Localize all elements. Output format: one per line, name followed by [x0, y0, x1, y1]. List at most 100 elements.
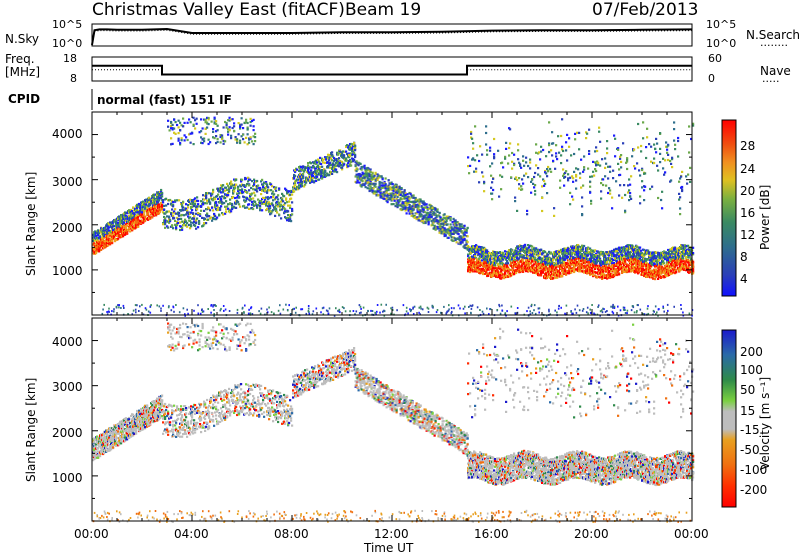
echo-cell	[540, 249, 542, 251]
echo-cell	[354, 149, 356, 151]
echo-cell	[524, 265, 526, 267]
echo-cell	[222, 184, 224, 186]
echo-cell	[415, 205, 417, 207]
echo-cell	[517, 158, 519, 160]
echo-cell	[381, 187, 383, 189]
echo-cell	[488, 252, 490, 254]
echo-cell	[500, 188, 502, 190]
echo-cell	[505, 270, 507, 272]
echo-cell	[287, 210, 289, 212]
echo-cell	[168, 210, 170, 212]
echo-cell	[254, 201, 256, 203]
echo-cell	[269, 207, 271, 209]
echo-cell	[136, 209, 138, 211]
echo-cell	[93, 248, 95, 250]
echo-cell	[206, 200, 208, 202]
echo-cell	[520, 167, 522, 169]
echo-cell	[539, 252, 541, 254]
echo-cell	[408, 210, 410, 212]
echo-cell	[126, 232, 128, 234]
echo-cell	[562, 168, 564, 170]
echo-cell	[526, 213, 528, 215]
echo-cell	[300, 178, 302, 180]
echo-cell	[301, 169, 303, 171]
echo-cell	[548, 151, 550, 153]
echo-cell	[202, 203, 204, 205]
echo-cell	[132, 206, 134, 208]
echo-cell	[189, 227, 191, 229]
echo-cell	[222, 191, 224, 193]
echo-cell	[318, 179, 320, 181]
echo-cell	[178, 199, 180, 201]
echo-cell	[520, 185, 522, 187]
echo-cell	[481, 259, 483, 261]
echo-cell	[539, 158, 541, 160]
echo-cell	[580, 187, 582, 189]
echo-cell	[97, 234, 99, 236]
echo-cell	[114, 240, 116, 242]
echo-cell	[208, 215, 210, 217]
echo-cell	[518, 188, 520, 190]
echo-cell	[248, 208, 250, 210]
echo-cell	[509, 142, 511, 144]
echo-cell	[272, 199, 274, 201]
echo-cell	[470, 252, 472, 254]
echo-cell	[405, 208, 407, 210]
echo-cell	[467, 156, 469, 158]
echo-cell	[405, 194, 407, 196]
echo-cell	[493, 138, 495, 140]
echo-cell	[226, 189, 228, 191]
echo-cell	[547, 271, 549, 273]
echo-cell	[388, 179, 390, 181]
echo-cell	[319, 157, 321, 159]
echo-cell	[339, 162, 341, 164]
echo-cell	[117, 238, 119, 240]
echo-cell	[372, 178, 374, 180]
echo-cell	[399, 200, 401, 202]
echo-cell	[546, 192, 548, 194]
echo-cell	[331, 168, 333, 170]
echo-cell	[338, 165, 340, 167]
echo-cell	[432, 207, 434, 209]
echo-cell	[203, 222, 205, 224]
echo-cell	[324, 171, 326, 173]
echo-cell	[464, 234, 466, 236]
echo-cell	[204, 218, 206, 220]
echo-cell	[235, 179, 237, 181]
echo-cell	[293, 177, 295, 179]
echo-cell	[246, 198, 248, 200]
echo-cell	[489, 147, 491, 149]
echo-cell	[200, 200, 202, 202]
echo-cell	[194, 197, 196, 199]
echo-cell	[517, 261, 519, 263]
echo-cell	[265, 196, 267, 198]
echo-cell	[501, 162, 503, 164]
echo-cell	[314, 170, 316, 172]
echo-cell	[435, 229, 437, 231]
echo-cell	[412, 213, 414, 215]
echo-cell	[180, 218, 182, 220]
echo-cell	[559, 187, 561, 189]
echo-cell	[321, 169, 323, 171]
echo-cell	[336, 171, 338, 173]
echo-cell	[237, 188, 239, 190]
echo-cell	[279, 209, 281, 211]
echo-cell	[278, 188, 280, 190]
echo-cell	[520, 269, 522, 271]
echo-cell	[462, 241, 464, 243]
echo-cell	[291, 210, 293, 212]
echo-cell	[379, 181, 381, 183]
echo-cell	[96, 248, 98, 250]
echo-cell	[241, 179, 243, 181]
echo-cell	[395, 193, 397, 195]
echo-cell	[251, 201, 253, 203]
echo-cell	[464, 225, 466, 227]
echo-cell	[238, 203, 240, 205]
echo-cell	[262, 184, 264, 186]
echo-cell	[493, 153, 495, 155]
echo-cell	[137, 216, 139, 218]
echo-cell	[200, 205, 202, 207]
echo-cell	[262, 186, 264, 188]
echo-cell	[187, 206, 189, 208]
echo-cell	[514, 200, 516, 202]
